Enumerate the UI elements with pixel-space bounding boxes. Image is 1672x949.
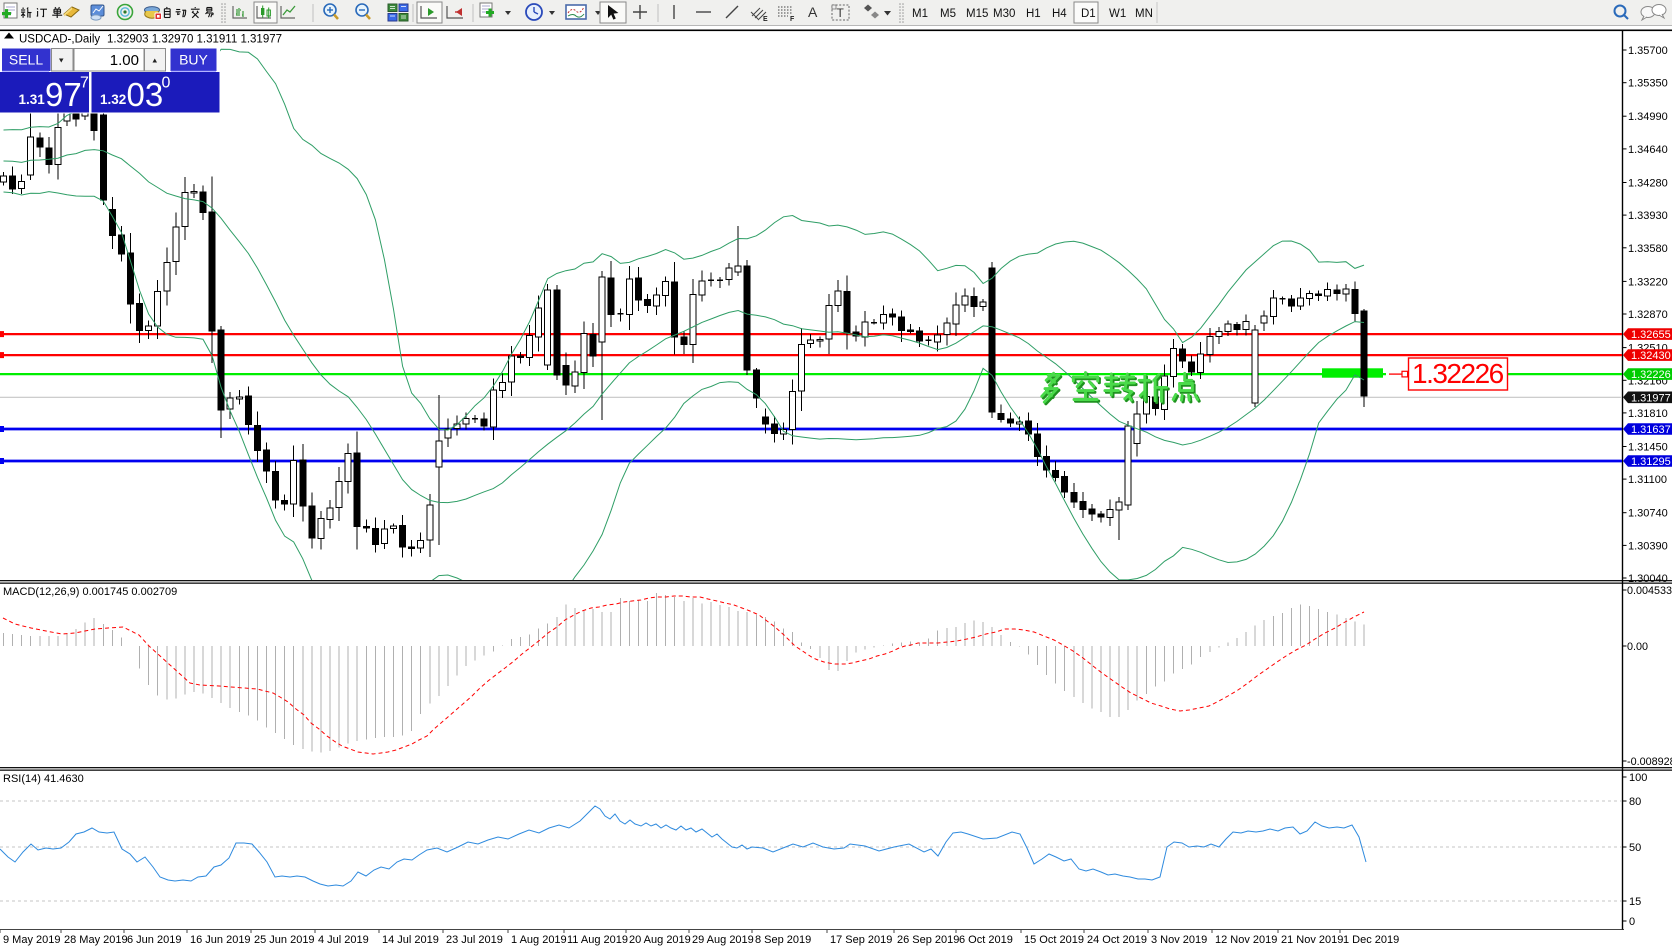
svg-text:9 May 2019: 9 May 2019 (3, 934, 60, 946)
svg-text:0: 0 (1629, 916, 1635, 928)
svg-text:1.33580: 1.33580 (1628, 243, 1668, 255)
svg-text:1.34640: 1.34640 (1628, 144, 1668, 156)
svg-text:29 Aug 2019: 29 Aug 2019 (692, 934, 754, 946)
svg-text:100: 100 (1629, 772, 1647, 784)
svg-text:11 Aug 2019: 11 Aug 2019 (567, 934, 628, 946)
svg-text:12 Nov 2019: 12 Nov 2019 (1215, 934, 1277, 946)
svg-text:1.31810: 1.31810 (1628, 408, 1668, 420)
svg-text:1.31295: 1.31295 (1631, 456, 1671, 468)
svg-text:21 Nov 2019: 21 Nov 2019 (1281, 934, 1343, 946)
svg-text:1.34990: 1.34990 (1628, 111, 1668, 123)
svg-text:23 Jul 2019: 23 Jul 2019 (446, 934, 503, 946)
svg-text:1.31100: 1.31100 (1628, 474, 1667, 486)
svg-text:M15: M15 (966, 8, 988, 20)
svg-text:1.34280: 1.34280 (1628, 178, 1668, 190)
svg-text:BUY: BUY (179, 52, 208, 68)
svg-text:1.33220: 1.33220 (1628, 276, 1668, 288)
svg-text:D1: D1 (1081, 8, 1096, 20)
svg-text:24 Oct 2019: 24 Oct 2019 (1087, 934, 1147, 946)
svg-text:8 Sep 2019: 8 Sep 2019 (755, 934, 811, 946)
svg-text:1 Dec 2019: 1 Dec 2019 (1343, 934, 1399, 946)
svg-text:1.35350: 1.35350 (1628, 78, 1668, 90)
svg-text:1.31637: 1.31637 (1631, 424, 1671, 436)
svg-text:F: F (790, 16, 795, 23)
svg-text:15 Oct 2019: 15 Oct 2019 (1024, 934, 1084, 946)
svg-text:1.30390: 1.30390 (1628, 540, 1668, 552)
svg-text:16 Jun 2019: 16 Jun 2019 (190, 934, 251, 946)
svg-text:1.32655: 1.32655 (1631, 329, 1671, 341)
svg-text:1.30740: 1.30740 (1628, 508, 1668, 520)
svg-text:15: 15 (1629, 896, 1641, 908)
svg-text:3 Nov 2019: 3 Nov 2019 (1151, 934, 1207, 946)
svg-text:W1: W1 (1109, 8, 1126, 20)
svg-text:1.32870: 1.32870 (1628, 309, 1668, 321)
svg-text:4 Jul 2019: 4 Jul 2019 (318, 934, 369, 946)
svg-text:1.31450: 1.31450 (1628, 442, 1668, 454)
svg-text:1.31977: 1.31977 (1631, 392, 1671, 404)
svg-text:50: 50 (1629, 842, 1641, 854)
svg-text:E: E (763, 16, 768, 23)
svg-text:1.32226: 1.32226 (1631, 369, 1671, 381)
svg-text:USDCAD-,Daily: USDCAD-,Daily (19, 34, 100, 46)
svg-text:1.32: 1.32 (100, 92, 126, 107)
svg-text:80: 80 (1629, 796, 1641, 808)
svg-text:1.00: 1.00 (110, 52, 139, 69)
svg-text:20 Aug 2019: 20 Aug 2019 (629, 934, 691, 946)
svg-text:28 May 2019: 28 May 2019 (64, 934, 128, 946)
svg-text:1 Aug 2019: 1 Aug 2019 (511, 934, 567, 946)
svg-text:1.32430: 1.32430 (1631, 350, 1671, 362)
svg-text:-0.008928: -0.008928 (1627, 756, 1672, 768)
svg-text:26 Sep 2019: 26 Sep 2019 (897, 934, 959, 946)
svg-text:H4: H4 (1052, 8, 1067, 20)
svg-text:6 Oct 2019: 6 Oct 2019 (959, 934, 1013, 946)
svg-text:A: A (808, 4, 818, 20)
svg-text:H1: H1 (1026, 8, 1041, 20)
svg-text:1.31: 1.31 (19, 92, 46, 107)
svg-text:1.33930: 1.33930 (1628, 210, 1668, 222)
svg-text:6 Jun 2019: 6 Jun 2019 (127, 934, 181, 946)
svg-text:14 Jul 2019: 14 Jul 2019 (382, 934, 439, 946)
svg-text:25 Jun 2019: 25 Jun 2019 (254, 934, 315, 946)
svg-text:M30: M30 (993, 8, 1015, 20)
svg-text:1.30040: 1.30040 (1628, 573, 1668, 585)
svg-text:0.004533: 0.004533 (1627, 585, 1672, 597)
svg-text:MACD(12,26,9) 0.001745 0.00270: MACD(12,26,9) 0.001745 0.002709 (3, 586, 177, 598)
svg-text:1.32903 1.32970 1.31911 1.3197: 1.32903 1.32970 1.31911 1.31977 (107, 34, 282, 46)
svg-text:T: T (837, 6, 845, 20)
svg-text:M1: M1 (912, 8, 928, 20)
svg-text:SELL: SELL (9, 52, 43, 68)
svg-text:1.32226: 1.32226 (1412, 358, 1504, 389)
svg-text:M5: M5 (940, 8, 956, 20)
svg-text:MN: MN (1135, 8, 1153, 20)
svg-text:17 Sep 2019: 17 Sep 2019 (830, 934, 892, 946)
svg-text:7: 7 (80, 75, 89, 92)
svg-text:0: 0 (162, 75, 171, 92)
svg-text:97: 97 (45, 76, 82, 113)
svg-text:03: 03 (127, 76, 164, 113)
svg-text:RSI(14) 41.4630: RSI(14) 41.4630 (3, 773, 84, 785)
svg-text:1.35700: 1.35700 (1628, 45, 1668, 57)
svg-text:0.00: 0.00 (1627, 641, 1648, 653)
